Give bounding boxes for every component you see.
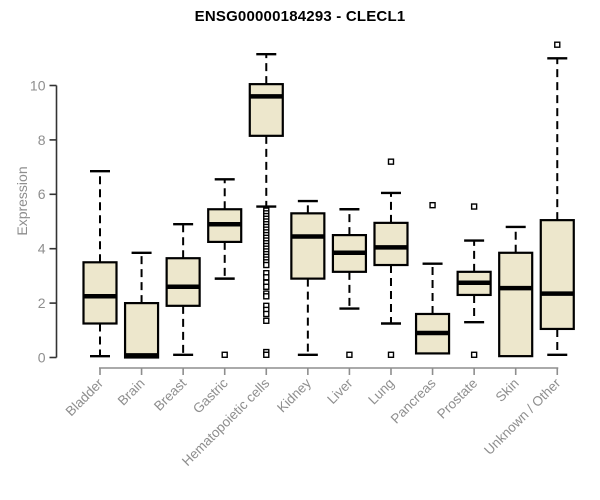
iqr-box (82, 261, 118, 325)
iqr-box (290, 212, 326, 280)
x-tick-label: Pancreas (388, 375, 439, 426)
y-tick-label: 6 (38, 186, 46, 202)
chart-title: ENSG00000184293 - CLECL1 (194, 8, 406, 25)
iqr-box (373, 221, 409, 267)
x-tick-label: Prostate (434, 376, 480, 422)
outlier-point (346, 351, 353, 358)
outlier-point (263, 317, 270, 324)
outlier-point (263, 283, 270, 290)
y-tick-label: 10 (30, 77, 46, 93)
outlier-point (470, 351, 478, 358)
iqr-box (248, 83, 284, 137)
y-tick-label: 0 (38, 349, 46, 365)
iqr-box (539, 219, 575, 331)
outlier-point (263, 274, 270, 281)
outlier-point (429, 201, 436, 209)
x-tick-label: Lung (365, 376, 397, 408)
x-tick-label: Skin (493, 376, 522, 405)
outlier-point (221, 351, 228, 358)
x-tick-label: Gastric (190, 375, 231, 416)
y-tick-label: 8 (38, 132, 46, 148)
x-tick-label: Unknown / Other (481, 375, 564, 458)
iqr-box (123, 302, 160, 359)
x-tick-label: Kidney (274, 375, 314, 415)
x-tick-label: Breast (151, 375, 189, 413)
outlier-point (554, 41, 561, 48)
iqr-box (165, 257, 201, 307)
outlier-point (263, 261, 270, 269)
y-tick-label: 2 (38, 295, 46, 311)
outlier-point (470, 203, 478, 210)
outlier-point (263, 293, 270, 300)
y-tick-label: 4 (38, 241, 46, 257)
outlier-point (263, 310, 270, 318)
outlier-point (263, 351, 270, 358)
y-axis-label: Expression (14, 166, 30, 236)
x-tick-label: Bladder (63, 375, 107, 419)
outlier-point (387, 351, 395, 358)
x-tick-label: Brain (115, 376, 148, 409)
x-tick-label: Liver (324, 375, 356, 407)
iqr-box (498, 251, 534, 358)
outlier-point (387, 158, 395, 165)
